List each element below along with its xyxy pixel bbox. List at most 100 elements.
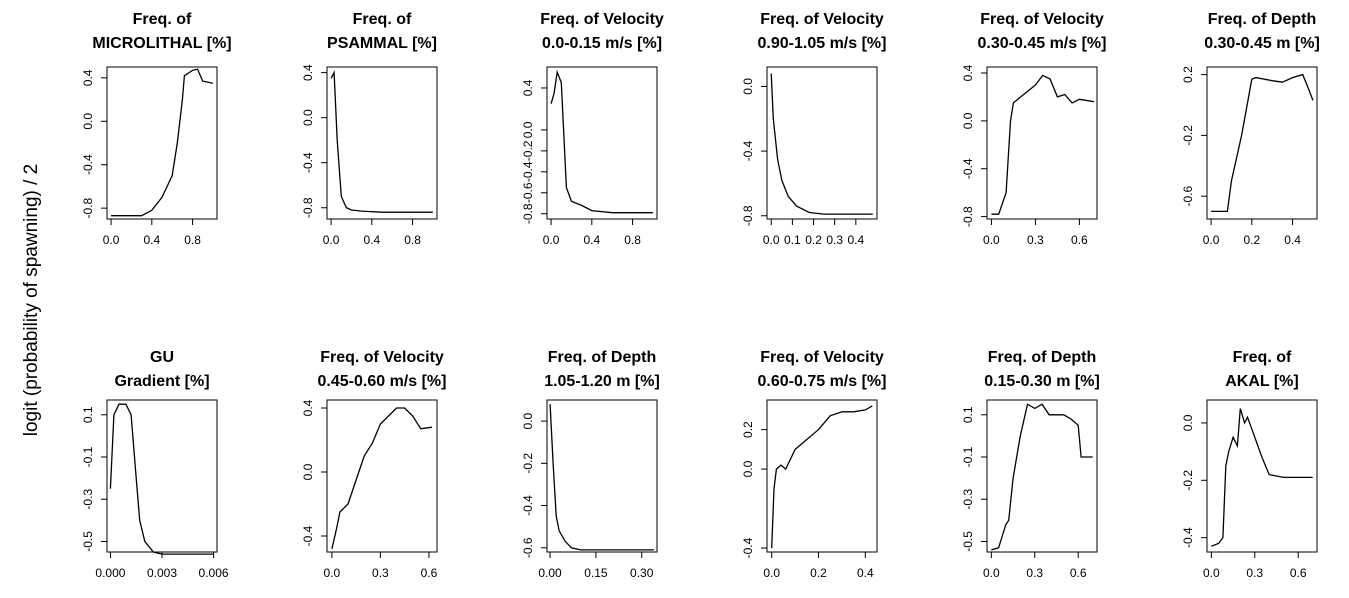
y-tick-label: -0.4 <box>741 140 755 161</box>
y-tick-label: -0.4 <box>741 537 755 558</box>
y-axis-label: logit (probability of spawning) / 2 <box>21 164 42 436</box>
panel-title: 0.45-0.60 m/s [%] <box>318 373 447 390</box>
x-tick-label: 0.0 <box>1203 566 1220 580</box>
x-tick-label: 0.0 <box>983 566 1000 580</box>
y-tick-label: -0.4 <box>301 152 315 173</box>
y-tick-label: -0.6 <box>521 182 535 203</box>
curve <box>111 68 214 217</box>
y-tick-label: -0.4 <box>81 154 95 175</box>
y-tick-label: 0.4 <box>521 79 535 96</box>
x-tick-label: 0.0 <box>763 233 780 247</box>
y-tick-label: -0.4 <box>961 158 975 179</box>
y-tick-label: -0.8 <box>521 203 535 224</box>
plot-frame <box>546 399 658 553</box>
y-tick-label: 0.2 <box>741 421 755 438</box>
y-tick-label: -0.3 <box>81 489 95 510</box>
y-tick-label: 0.0 <box>521 412 535 429</box>
y-tick-label: -0.4 <box>1181 527 1195 548</box>
y-tick-label: -0.6 <box>1181 186 1195 207</box>
x-tick-label: 0.6 <box>1070 566 1087 580</box>
x-tick-label: 0.0 <box>1203 233 1220 247</box>
plot-frame <box>1206 399 1318 553</box>
y-tick-label: 0.4 <box>301 64 315 81</box>
panel-title: Freq. of Depth <box>548 349 656 366</box>
y-tick-label: -0.6 <box>521 537 535 558</box>
curve <box>331 407 433 549</box>
y-tick-label: -0.5 <box>961 531 975 552</box>
y-tick-label: 0.1 <box>961 406 975 423</box>
y-tick-label: 0.2 <box>1181 66 1195 83</box>
curve <box>330 70 433 213</box>
y-tick-label: 0.1 <box>81 406 95 423</box>
x-tick-label: 0.15 <box>584 566 608 580</box>
y-tick-label: 0.0 <box>521 121 535 138</box>
curve <box>109 403 214 555</box>
panel-title: Freq. of Velocity <box>980 11 1104 28</box>
y-tick-label: -0.4 <box>301 525 315 546</box>
panel-title: 0.90-1.05 m/s [%] <box>758 35 887 52</box>
x-tick-label: 0.00 <box>538 566 562 580</box>
x-tick-label: 0.4 <box>583 233 600 247</box>
y-tick-label: -0.3 <box>961 489 975 510</box>
panel-title: 0.30-0.45 m [%] <box>1204 35 1320 52</box>
y-tick-label: -0.5 <box>81 531 95 552</box>
x-tick-label: 0.30 <box>630 566 654 580</box>
plot-frame <box>546 66 658 220</box>
panel-title: GU <box>150 349 174 366</box>
panel-title: Freq. of <box>353 11 412 28</box>
panel-title: 0.30-0.45 m/s [%] <box>978 35 1107 52</box>
panel-title: 0.0-0.15 m/s [%] <box>542 35 662 52</box>
x-tick-label: 0.2 <box>810 566 827 580</box>
x-tick-label: 0.0 <box>324 566 341 580</box>
panel-title: Gradient [%] <box>114 373 209 390</box>
y-tick-label: -0.8 <box>81 197 95 218</box>
panel-title: Freq. of <box>133 11 192 28</box>
y-tick-label: 0.0 <box>741 78 755 95</box>
x-tick-label: 0.6 <box>421 566 438 580</box>
panel-title: Freq. of Velocity <box>320 349 444 366</box>
plot-frame <box>326 399 438 553</box>
panel-title: 0.15-0.30 m [%] <box>984 373 1100 390</box>
x-tick-label: 0.3 <box>1246 566 1263 580</box>
curve <box>770 73 873 215</box>
x-tick-label: 0.8 <box>404 233 421 247</box>
y-tick-label: -0.8 <box>961 206 975 227</box>
curve <box>991 74 1095 215</box>
plot-frame <box>766 399 878 553</box>
panel-title: 1.05-1.20 m [%] <box>544 373 660 390</box>
plot-frame <box>766 66 878 220</box>
x-tick-label: 0.8 <box>184 233 201 247</box>
x-tick-label: 0.4 <box>848 233 865 247</box>
panel-title: Freq. of Velocity <box>540 11 664 28</box>
y-tick-label: -0.2 <box>521 453 535 474</box>
x-tick-label: 0.8 <box>624 233 641 247</box>
x-tick-label: 0.003 <box>147 566 177 580</box>
y-tick-label: -0.4 <box>521 495 535 516</box>
x-tick-label: 0.3 <box>1026 566 1043 580</box>
x-tick-label: 0.4 <box>363 233 380 247</box>
y-tick-label: -0.8 <box>741 205 755 226</box>
x-tick-label: 0.4 <box>857 566 874 580</box>
x-tick-label: 0.0 <box>543 233 560 247</box>
y-tick-label: 0.0 <box>741 460 755 477</box>
x-tick-label: 0.0 <box>323 233 340 247</box>
y-tick-label: 0.4 <box>961 64 975 81</box>
plot-frame <box>1206 66 1318 220</box>
x-tick-label: 0.0 <box>983 233 1000 247</box>
plot-frame <box>986 399 1098 553</box>
curve <box>991 403 1093 551</box>
panel-title: Freq. of Depth <box>988 349 1096 366</box>
curve <box>771 405 873 549</box>
panel-title: MICROLITHAL [%] <box>92 35 231 52</box>
x-tick-label: 0.006 <box>199 566 229 580</box>
y-tick-label: -0.8 <box>301 197 315 218</box>
y-tick-label: 0.0 <box>961 112 975 129</box>
x-tick-label: 0.1 <box>784 233 801 247</box>
x-tick-label: 0.000 <box>95 566 125 580</box>
panel-title: AKAL [%] <box>1225 373 1298 390</box>
y-tick-label: 0.0 <box>301 463 315 480</box>
x-tick-label: 0.3 <box>1027 233 1044 247</box>
curve <box>1211 73 1314 213</box>
x-tick-label: 0.3 <box>372 566 389 580</box>
